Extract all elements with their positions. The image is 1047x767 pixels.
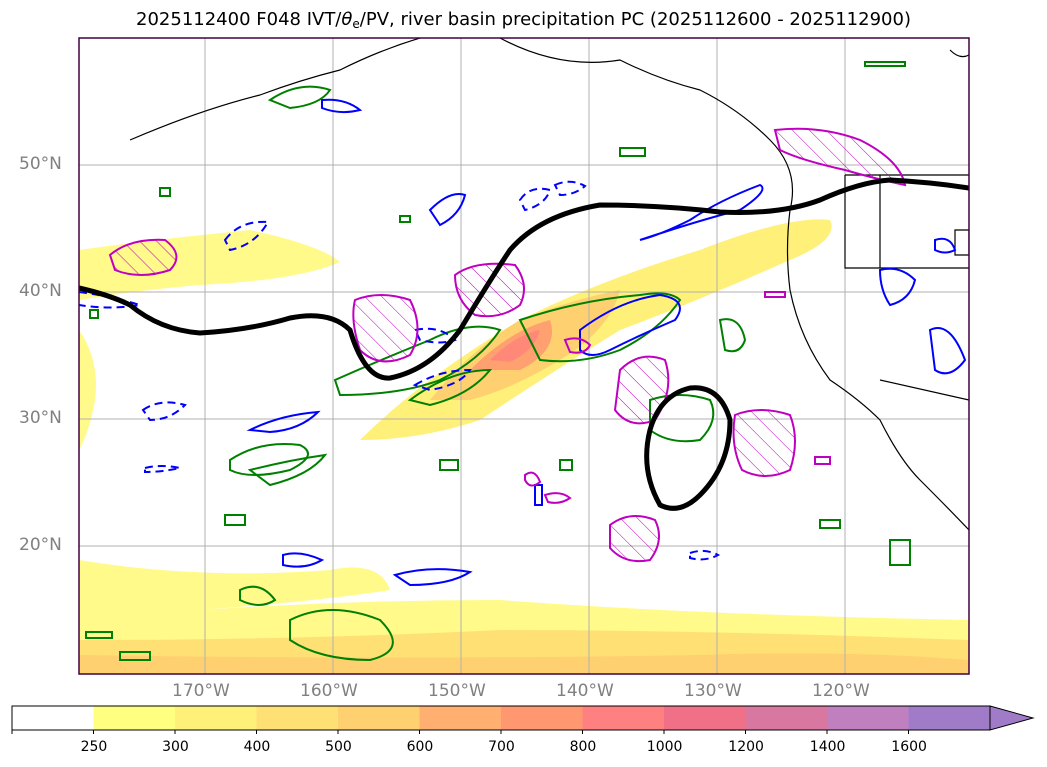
colorbar-tick-label: 1600 <box>891 739 927 755</box>
colorbar-tick-label: 1400 <box>809 739 846 755</box>
colorbar-tick-label: 800 <box>569 739 597 755</box>
title-prefix: 2025112400 F048 IVT/ <box>136 9 342 30</box>
jet-line <box>79 177 969 511</box>
title-suffix: /PV, river basin precipitation PC (20251… <box>359 9 911 30</box>
colorbar <box>11 705 1035 734</box>
title-theta: θ <box>341 9 353 30</box>
colorbar-segment <box>256 706 339 730</box>
colorbar-extend-arrow <box>989 705 1035 731</box>
colorbar-segment <box>419 706 502 730</box>
colorbar-segment <box>664 706 746 730</box>
lon-label-170: 170°W <box>172 681 230 701</box>
theta-e-green-contours <box>85 61 911 662</box>
colorbar-tick-label: 700 <box>488 739 515 755</box>
lon-label-150: 150°W <box>428 681 486 701</box>
colorbar-segment <box>908 706 991 730</box>
title-theta-sub: e <box>352 17 360 31</box>
colorbar-tick-label: 600 <box>406 739 434 755</box>
colorbar-segment <box>175 706 257 730</box>
colorbar-tick-label: 300 <box>162 739 189 755</box>
lat-label-50: 50°N <box>19 154 62 174</box>
lat-label-20: 20°N <box>19 535 62 555</box>
colorbar-segment <box>12 706 94 730</box>
colorbar-tick-label: 500 <box>325 739 352 755</box>
colorbar-tick-label: 1000 <box>646 739 683 755</box>
colorbar-tick-label: 1200 <box>728 739 764 755</box>
colorbar-segment <box>93 706 176 730</box>
map-title: 2025112400 F048 IVT/θe/PV, river basin p… <box>0 9 1047 31</box>
colorbar-tick-label: 250 <box>80 739 108 755</box>
colorbar-segment <box>338 706 420 730</box>
coastlines <box>129 38 969 531</box>
colorbar-segment <box>582 706 665 730</box>
theta-e-blue-contours <box>246 98 967 587</box>
colorbar-tick-label: 400 <box>243 739 271 755</box>
lon-label-120: 120°W <box>812 681 870 701</box>
colorbar-segment <box>501 706 583 730</box>
lat-label-30: 30°N <box>19 408 62 428</box>
colorbar-segment <box>745 706 828 730</box>
colorbar-segment <box>827 706 909 730</box>
map-frame <box>78 37 970 675</box>
lon-label-140: 140°W <box>556 681 614 701</box>
lat-label-40: 40°N <box>19 281 62 301</box>
pv-contours <box>108 127 907 563</box>
lon-label-160: 160°W <box>300 681 358 701</box>
lon-label-130: 130°W <box>684 681 742 701</box>
